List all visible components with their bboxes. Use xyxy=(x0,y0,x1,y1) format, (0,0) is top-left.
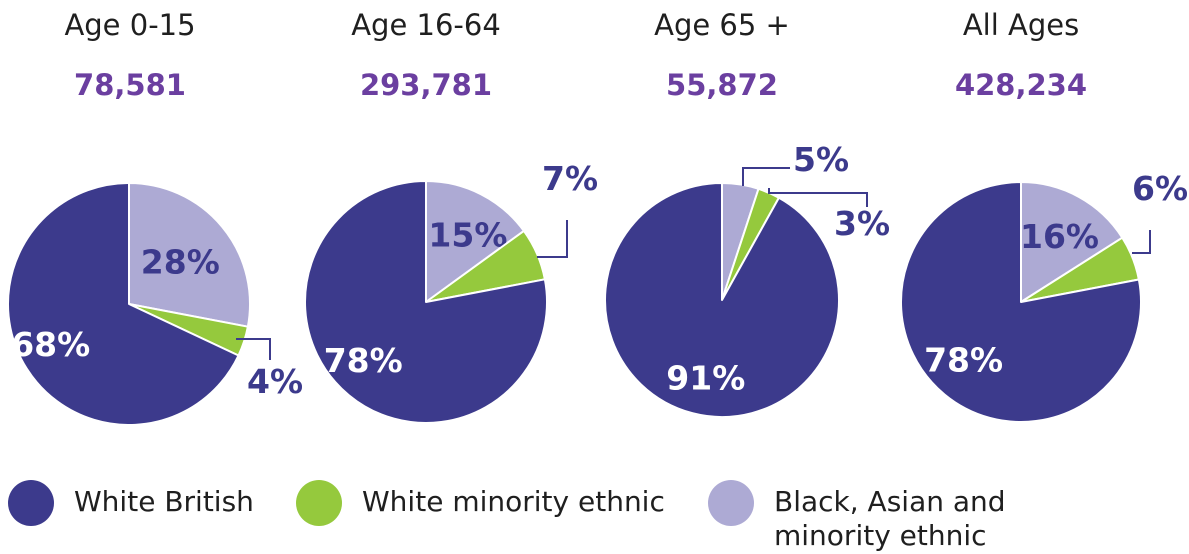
legend-label-white-british: White British xyxy=(74,485,254,518)
pie-slice-white-british xyxy=(900,181,1142,423)
pie-slice-bame xyxy=(1020,181,1124,303)
slice-label-bame: 15% xyxy=(428,216,507,255)
legend-swatch-white-british xyxy=(8,480,54,526)
pie-slice-bame xyxy=(128,182,251,328)
leader-line xyxy=(742,167,790,186)
pie-chart: 5% 3% 91% xyxy=(604,140,890,418)
chart-title-age-65-plus: Age 65 + xyxy=(654,8,790,42)
chart-total-age-0-15: 78,581 xyxy=(74,68,186,102)
legend-item-bame: Black, Asian and minority ethnic xyxy=(708,480,1006,553)
legend-item-white-minority-ethnic: White minority ethnic xyxy=(296,480,665,526)
slice-label-white-minority-ethnic: 7% xyxy=(542,159,598,198)
leader-line xyxy=(537,220,568,258)
slice-label-white-minority-ethnic: 3% xyxy=(834,204,890,243)
slice-label-bame: 28% xyxy=(141,243,220,282)
pie-chart: 15% 7% 78% xyxy=(304,159,598,424)
slice-label-bame: 16% xyxy=(1020,217,1099,256)
leader-line xyxy=(1132,230,1151,254)
pie-slice-white-british xyxy=(304,180,548,424)
leader-line xyxy=(768,188,868,207)
pie-slice-white-british xyxy=(604,182,840,418)
slice-label-bame: 5% xyxy=(793,140,849,179)
legend-swatch-bame xyxy=(708,480,754,526)
pie-chart: 28% 4% 68% xyxy=(6,182,303,426)
legend-label-bame: Black, Asian and minority ethnic xyxy=(774,485,1006,552)
legend-swatch-white-minority-ethnic xyxy=(296,480,342,526)
slice-label-white-minority-ethnic: 6% xyxy=(1132,169,1188,208)
chart-title-age-0-15: Age 0-15 xyxy=(64,8,196,42)
chart-total-all-ages: 428,234 xyxy=(954,68,1088,102)
slice-label-white-minority-ethnic: 4% xyxy=(247,362,303,401)
chart-title-all-ages: All Ages xyxy=(962,8,1080,42)
slice-label-white-british: 68% xyxy=(11,325,90,364)
slice-label-white-british: 78% xyxy=(924,340,1003,379)
slice-label-white-british: 91% xyxy=(666,358,745,397)
pie-slice-white-british xyxy=(6,182,240,426)
legend-label-white-minority-ethnic: White minority ethnic xyxy=(362,485,665,518)
legend-item-white-british: White British xyxy=(8,480,254,526)
pie-chart: 16% 6% 78% xyxy=(900,169,1188,423)
leader-line xyxy=(236,338,271,360)
slice-label-white-british: 78% xyxy=(324,341,403,380)
pie-slice-bame xyxy=(425,180,525,303)
chart-title-age-16-64: Age 16-64 xyxy=(351,8,501,42)
chart-total-age-16-64: 293,781 xyxy=(359,68,493,102)
chart-total-age-65-plus: 55,872 xyxy=(666,68,778,102)
